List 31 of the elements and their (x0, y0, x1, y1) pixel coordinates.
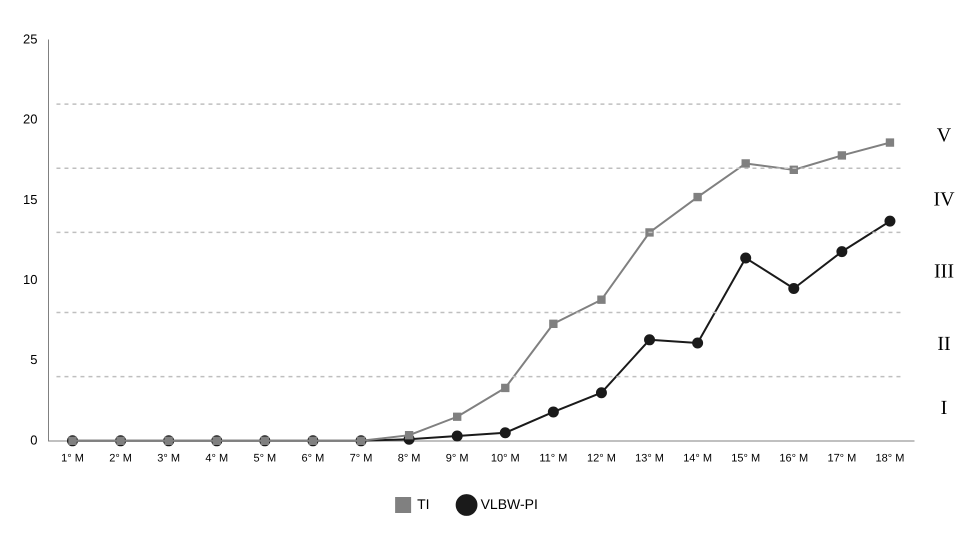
text: V (936, 124, 952, 146)
y-tick-label: 20 (22, 112, 38, 127)
x-tick-label: 5° M (253, 452, 276, 464)
text: IV (933, 188, 956, 211)
x-tick-label: 16° M (779, 452, 808, 464)
x-tick-label: 15° M (731, 452, 760, 464)
x-tick-label: 9° M (446, 452, 469, 464)
x-tick-label: 12° M (587, 452, 616, 464)
x-tick-label: 17° M (827, 452, 856, 464)
y-tick-label: 5 (30, 352, 38, 368)
x-tick-label: 8° M (398, 452, 420, 464)
x-tick-label: 4° M (205, 452, 228, 464)
legend-label: TI (417, 496, 430, 512)
x-tick-label: 7° M (350, 452, 372, 464)
x-tick-label: 11° M (539, 452, 568, 464)
text: I (940, 396, 948, 419)
x-tick-label: 14° M (683, 452, 712, 464)
x-tick-label: 3° M (157, 452, 180, 464)
y-tick-label: 25 (22, 32, 38, 47)
y-tick-label: 10 (22, 272, 38, 288)
text: III (934, 260, 954, 283)
x-tick-label: 2° M (109, 452, 132, 464)
y-tick-label: 0 (30, 432, 38, 448)
text: II (937, 332, 951, 355)
legend-label: VLBW-PI (480, 496, 538, 512)
x-tick-label: 13° M (635, 452, 664, 464)
x-tick-label: 18° M (876, 452, 904, 464)
x-tick-label: 6° M (302, 452, 324, 464)
x-tick-label: 1° M (61, 452, 84, 464)
y-tick-label: 15 (22, 192, 38, 207)
x-tick-label: 10° M (490, 452, 520, 464)
